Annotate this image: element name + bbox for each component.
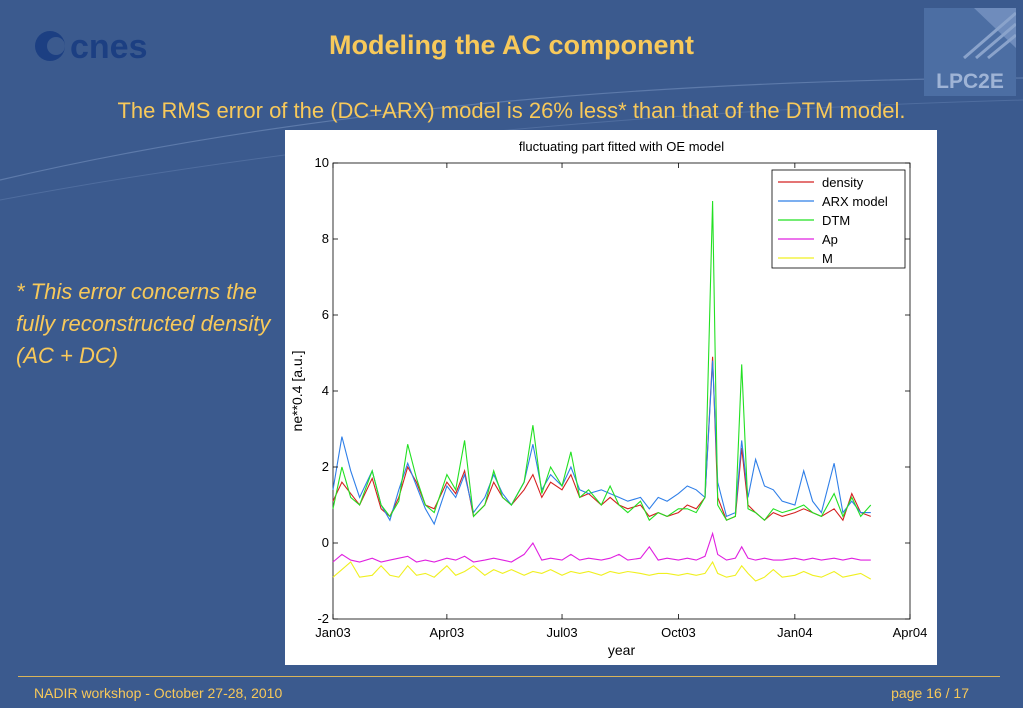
chart-title: fluctuating part fitted with OE model [519,139,724,154]
y-tick-label: 10 [315,155,329,170]
x-tick-label: Jan03 [315,625,350,640]
line-chart: -2 0 2 4 6 8 10 Jan03 Apr03 Jul03 Oct03 Jan04 Apr04 f… [289,139,928,658]
legend-label: M [822,251,833,266]
footnote: * This error concerns the fully reconstr… [16,279,271,368]
lpc2e-logo: LPC2E [924,8,1016,96]
x-tick-label: Oct03 [661,625,696,640]
series-line-ap [332,531,871,563]
chart-panel: -2 0 2 4 6 8 10 Jan03 Apr03 Jul03 Oct03 Jan04 Apr04 f… [285,130,937,665]
footer-event: NADIR workshop - October 27-28, 2010 [34,685,283,701]
series-line-m [332,560,872,582]
series-line-dtm [332,200,872,522]
y-axis-label: ne**0.4 [a.u.] [289,351,305,432]
y-tick-label: 6 [322,307,329,322]
x-tick-label: Jul03 [546,625,577,640]
lpc2e-logo-text: LPC2E [936,70,1004,93]
slide-subtitle: The RMS error of the (DC+ARX) model is 2… [117,98,906,123]
x-axis-label: year [608,642,636,658]
series-line-arx-model [332,360,871,526]
slide-title: Modeling the AC component [329,30,694,60]
y-tick-label: -2 [317,611,329,626]
legend-label: density [822,175,864,190]
y-tick-label: 0 [322,535,329,550]
legend-label: ARX model [822,194,888,209]
page-number: page 16 / 17 [891,685,969,701]
x-tick-label: Jan04 [777,625,812,640]
x-tick-label: Apr04 [893,625,928,640]
legend-box [771,169,906,269]
x-tick-label: Apr03 [430,625,465,640]
cnes-logo-text: cnes [70,28,148,66]
cnes-logo: cnes [35,28,148,66]
y-tick-label: 4 [322,383,329,398]
y-tick-label: 8 [322,231,329,246]
y-tick-label: 2 [322,459,329,474]
legend-label: DTM [822,213,850,228]
legend-label: Ap [822,232,838,247]
footer-divider [18,676,1000,677]
